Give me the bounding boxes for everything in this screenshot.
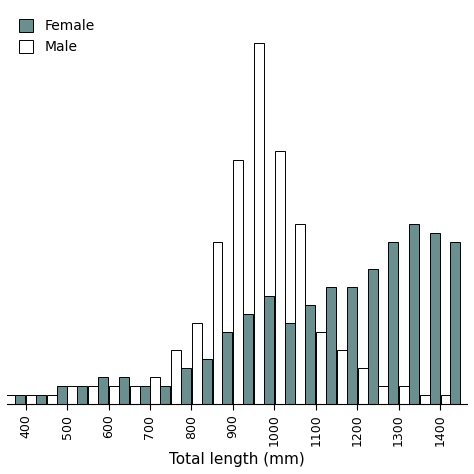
Bar [367, 269, 377, 404]
Bar [399, 386, 409, 404]
Bar [233, 160, 243, 404]
Bar [305, 305, 315, 404]
Bar [212, 242, 222, 404]
Bar [326, 287, 336, 404]
Bar [160, 386, 170, 404]
Bar [15, 395, 25, 404]
Bar [36, 395, 46, 404]
Bar [181, 368, 191, 404]
Bar [119, 377, 129, 404]
Bar [388, 242, 398, 404]
Bar [26, 395, 36, 404]
Bar [347, 287, 357, 404]
Bar [109, 386, 119, 404]
Bar [57, 386, 67, 404]
Bar [98, 377, 108, 404]
Bar [150, 377, 160, 404]
Bar [171, 350, 181, 404]
Bar [67, 386, 77, 404]
Bar [450, 242, 460, 404]
Bar [192, 323, 202, 404]
Bar [409, 224, 419, 404]
Bar [139, 386, 149, 404]
Bar [357, 368, 367, 404]
Bar [5, 395, 15, 404]
Bar [275, 151, 285, 404]
Bar [420, 395, 430, 404]
Bar [378, 386, 388, 404]
Bar [337, 350, 347, 404]
Bar [264, 296, 274, 404]
Bar [222, 332, 232, 404]
Bar [430, 233, 440, 404]
Bar [316, 332, 326, 404]
Bar [285, 323, 295, 404]
Bar [295, 224, 305, 404]
Bar [243, 314, 253, 404]
X-axis label: Total length (mm): Total length (mm) [169, 452, 305, 467]
Bar [254, 43, 264, 404]
Bar [202, 359, 212, 404]
Legend: Female, Male: Female, Male [14, 14, 100, 60]
Bar [77, 386, 87, 404]
Bar [130, 386, 139, 404]
Bar [440, 395, 450, 404]
Bar [88, 386, 98, 404]
Bar [47, 395, 57, 404]
